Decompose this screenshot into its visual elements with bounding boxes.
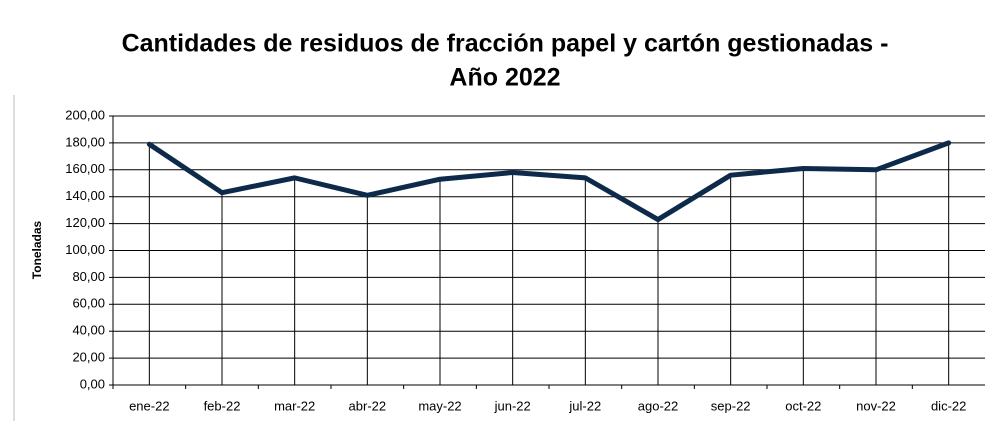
x-tick-label: mar-22 (274, 398, 315, 413)
y-tick-label: 20,00 (72, 350, 105, 365)
y-tick-label: 40,00 (72, 323, 105, 338)
y-tick-label: 80,00 (72, 269, 105, 284)
x-tick-label: abr-22 (349, 398, 387, 413)
y-tick-label: 100,00 (65, 242, 105, 257)
x-tick-label: sep-22 (711, 398, 751, 413)
x-tick-label: ene-22 (129, 398, 169, 413)
chart-title: Año 2022 (449, 64, 560, 92)
x-tick-label: ago-22 (638, 398, 678, 413)
y-tick-label: 140,00 (65, 188, 105, 203)
x-tick-label: jun-22 (494, 398, 531, 413)
x-tick-label: oct-22 (785, 398, 821, 413)
y-tick-label: 120,00 (65, 215, 105, 230)
y-tick-label: 180,00 (65, 134, 105, 149)
x-tick-label: nov-22 (856, 398, 896, 413)
y-tick-label: 60,00 (72, 296, 105, 311)
x-tick-label: dic-22 (931, 398, 966, 413)
series-line (146, 140, 952, 223)
x-tick-label: jul-22 (568, 398, 601, 413)
y-axis-label: Toneladas (30, 220, 44, 279)
y-tick-label: 200,00 (65, 107, 105, 122)
y-tick-label: 160,00 (65, 161, 105, 176)
chart-title: Cantidades de residuos de fracción papel… (122, 30, 889, 58)
y-tick-label: 0,00 (80, 376, 105, 391)
x-tick-label: may-22 (418, 398, 461, 413)
x-tick-label: feb-22 (204, 398, 241, 413)
